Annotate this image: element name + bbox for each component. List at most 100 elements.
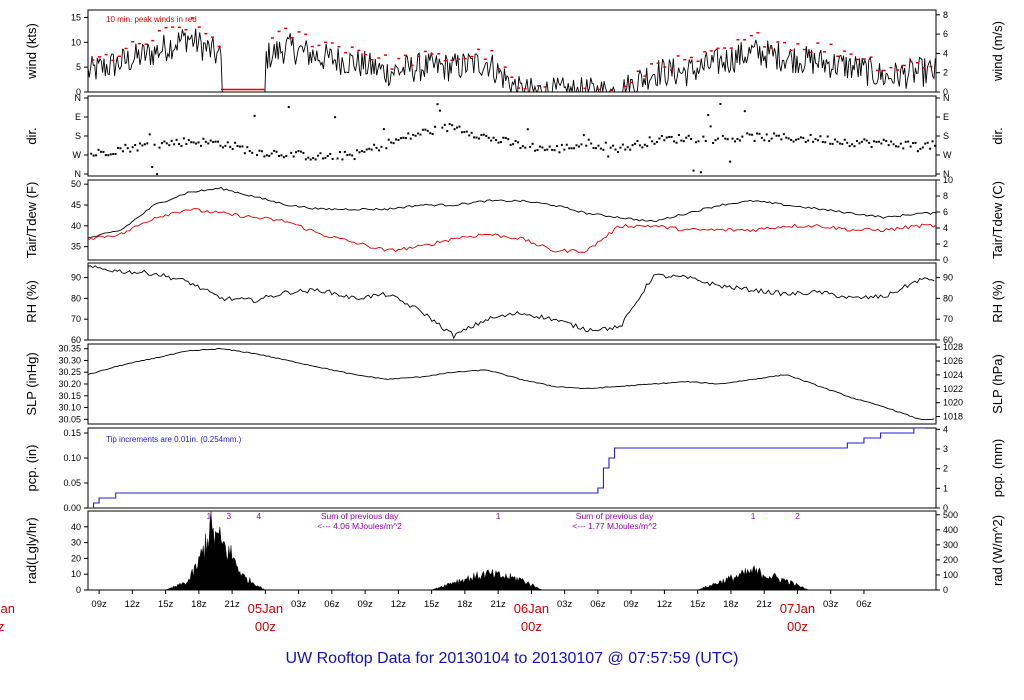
wind-peak-mark <box>297 31 301 33</box>
dir-point <box>590 142 593 145</box>
x-ticklabel: 18z <box>723 599 739 610</box>
dir-series <box>90 102 936 176</box>
dir-point <box>887 144 890 147</box>
dir-point <box>682 140 685 143</box>
dir-point <box>121 150 124 153</box>
wind-peak-mark <box>131 40 135 43</box>
wind-peak-mark <box>290 37 294 39</box>
dir-point <box>182 137 185 140</box>
dir-point <box>414 134 417 137</box>
dir-point <box>377 149 380 152</box>
dir-point <box>226 141 229 144</box>
dir-point <box>126 147 129 150</box>
dir-point <box>660 134 663 137</box>
dir-point <box>314 158 317 161</box>
rad-annotation: Sum of previous day <box>576 511 654 521</box>
slp-ticklabel-left: 30.10 <box>58 403 81 413</box>
dir-point <box>707 113 710 116</box>
wind-peak-mark <box>97 56 101 58</box>
slp-ticklabel-right: 1024 <box>943 370 963 380</box>
wind-peak-mark <box>909 60 913 63</box>
x-ticklabel: 12z <box>125 599 141 610</box>
wind-peak-mark <box>749 34 753 37</box>
wind-peak-mark <box>723 47 727 49</box>
slp-ticklabel-left: 30.30 <box>58 355 81 365</box>
dir-point <box>187 139 190 142</box>
wind-peak-mark <box>669 69 673 71</box>
temp-ticklabel-right: 0 <box>943 255 948 265</box>
dir-point <box>665 136 668 139</box>
rad-ticklabel-right: 300 <box>943 540 958 550</box>
rad-ticklabel-left: 20 <box>71 553 81 563</box>
dir-point <box>899 142 902 145</box>
temp-ticklabel-left: 50 <box>71 179 81 189</box>
dir-point <box>287 106 290 109</box>
dir-point <box>202 137 205 140</box>
dir-point <box>241 145 244 148</box>
dir-point <box>646 145 649 148</box>
dir-point <box>473 136 476 139</box>
dir-point <box>573 147 576 150</box>
dir-point <box>621 143 624 146</box>
wind-peak-mark <box>763 46 767 48</box>
dir-point <box>151 166 154 169</box>
slp-ticklabel-right: 1026 <box>943 356 963 366</box>
dir-point <box>556 145 559 148</box>
dir-point <box>165 142 168 145</box>
dir-point <box>156 173 159 176</box>
pcp-line <box>88 428 925 508</box>
dir-point <box>143 143 146 146</box>
dir-point <box>348 153 351 156</box>
pcp-ticklabel-left: 0.10 <box>63 453 81 463</box>
dir-point <box>395 138 398 141</box>
dir-point <box>236 145 239 148</box>
x-ticklabel: 12z <box>391 599 407 610</box>
dir-point <box>504 137 507 140</box>
dir-point <box>916 150 919 153</box>
rad-ticklabel-left: 0 <box>76 585 81 595</box>
dir-point <box>782 133 785 136</box>
temp-ticklabel-left: 45 <box>71 200 81 210</box>
dir-point <box>338 151 341 154</box>
x-date-label-clipped: Jan <box>0 601 15 616</box>
dir-point <box>870 145 873 148</box>
wind-peak-mark <box>191 17 195 19</box>
rh-frame <box>87 262 937 341</box>
wind-peak-mark <box>104 53 108 56</box>
dir-point <box>199 144 202 147</box>
dir-point <box>456 126 459 129</box>
dir-point <box>716 137 719 140</box>
temp-ticklabel-right: 2 <box>943 239 948 249</box>
wind-peak-mark <box>310 45 314 48</box>
wind-ylabel-right: wind (m/s) <box>990 21 1005 82</box>
wind-peak-mark <box>683 58 687 61</box>
dir-point <box>585 144 588 147</box>
wind-peak-mark <box>184 28 188 31</box>
dir-point <box>204 140 207 143</box>
dir-point <box>863 138 866 141</box>
wind-peak-mark <box>902 64 906 67</box>
tdew-line <box>88 208 936 254</box>
x-ticklabel: 15z <box>690 599 706 610</box>
dir-point <box>638 144 641 147</box>
wind-peak-mark <box>922 67 926 69</box>
wind-peak-mark <box>577 97 580 99</box>
dir-point <box>434 125 437 128</box>
dir-point <box>904 140 907 143</box>
dir-point <box>851 143 854 146</box>
dir-point <box>90 152 93 155</box>
dir-point <box>677 134 680 137</box>
dir-point <box>712 141 715 144</box>
dir-point <box>514 139 517 142</box>
dir-point <box>490 139 493 142</box>
wind-peak-mark <box>144 43 148 45</box>
dir-point <box>577 145 580 148</box>
dir-point <box>358 151 361 154</box>
dir-ticklabel-left: N <box>75 93 82 103</box>
wind-peak-mark <box>543 86 547 88</box>
dir-point <box>160 142 163 145</box>
dir-point <box>436 103 439 106</box>
rad-series <box>165 511 809 590</box>
